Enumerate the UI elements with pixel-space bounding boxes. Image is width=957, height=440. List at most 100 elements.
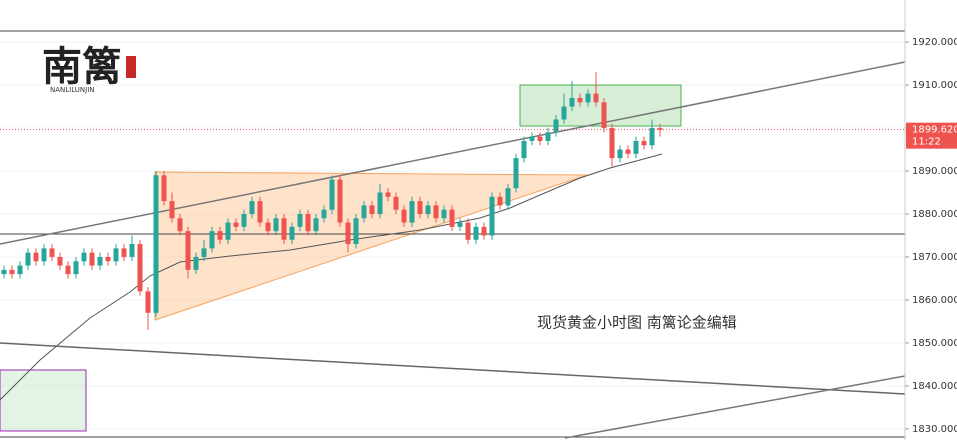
candle-body: [201, 248, 207, 257]
candle-body: [145, 291, 151, 313]
candle-body: [185, 231, 191, 270]
candle-body: [345, 222, 351, 245]
candle-body: [97, 256, 103, 266]
y-tick-label: 1830.000: [912, 424, 957, 435]
candle-body: [177, 218, 183, 232]
range-box: [0, 369, 87, 432]
trend-line: [0, 342, 906, 395]
candle-body: [233, 222, 239, 227]
candle-body: [361, 205, 367, 219]
candle-body: [297, 213, 303, 227]
y-tick-label: 1840.000: [912, 381, 957, 392]
candle-body: [305, 213, 311, 232]
candle-body: [513, 158, 519, 189]
candle-body: [417, 201, 423, 214]
candle-body: [577, 97, 583, 103]
candle-body: [129, 244, 135, 257]
last-price-box: [906, 122, 957, 149]
candle-body: [265, 222, 271, 232]
candle-body: [641, 140, 647, 146]
y-tick-label: 1890.000: [912, 166, 957, 177]
candle-body: [113, 248, 119, 262]
candle-body: [545, 132, 551, 141]
candle-body: [321, 209, 327, 219]
candle-body: [561, 106, 567, 120]
candle-body: [1, 269, 7, 275]
candle-body: [457, 222, 463, 227]
candle-body: [481, 226, 487, 236]
candle-body: [313, 218, 319, 232]
candle-body: [105, 256, 111, 262]
candle-body: [121, 248, 127, 257]
candle-body: [473, 226, 479, 240]
trend-line: [564, 375, 906, 439]
candle-body: [289, 226, 295, 240]
candle-body: [465, 222, 471, 240]
candle-body: [329, 179, 335, 210]
candle-body: [137, 244, 143, 292]
candle-body: [393, 196, 399, 210]
candle-body: [521, 140, 527, 159]
candle-body: [33, 252, 39, 262]
logo-seal: [126, 56, 136, 78]
logo-title: 南篱: [42, 43, 122, 90]
candle-body: [337, 179, 343, 223]
y-tick-label: 1880.000: [912, 209, 957, 220]
candle-body: [385, 192, 391, 197]
candle-body: [281, 218, 287, 240]
candle-body: [209, 231, 215, 249]
candle-body: [609, 128, 615, 159]
candle-body: [17, 265, 23, 275]
candle-body: [353, 218, 359, 245]
candle-body: [585, 93, 591, 103]
candle-body: [161, 175, 167, 202]
countdown: 11:22: [912, 137, 941, 148]
annotation: 现货黄金小时图 南篱论金编辑: [537, 314, 737, 332]
candle-body: [433, 205, 439, 219]
candle-body: [449, 209, 455, 227]
candle-body: [617, 149, 623, 159]
candle-body: [625, 149, 631, 154]
candle-body: [225, 222, 231, 240]
candle-body: [377, 192, 383, 214]
last-price-label: 1899.620: [912, 125, 957, 136]
candle-body: [569, 97, 575, 107]
candle-body: [401, 209, 407, 223]
candle-body: [489, 196, 495, 236]
y-tick-label: 1850.000: [912, 338, 957, 349]
candle-body: [257, 201, 263, 223]
candle-body: [409, 201, 415, 223]
candle-body: [65, 265, 71, 275]
candle-body: [529, 136, 535, 141]
candle-body: [193, 256, 199, 270]
candle-body: [41, 248, 47, 262]
candle-body: [273, 218, 279, 232]
candle-body: [249, 201, 255, 214]
candle-body: [369, 205, 375, 214]
candle-body: [9, 269, 15, 275]
candle-body: [601, 102, 607, 129]
candle-body: [553, 119, 559, 133]
candle-body: [633, 140, 639, 154]
candle-body: [537, 136, 543, 141]
trend-line: [0, 61, 906, 245]
candle-body: [441, 209, 447, 219]
y-tick-label: 1860.000: [912, 295, 957, 306]
candle-body: [649, 128, 655, 146]
candle-body: [153, 175, 159, 313]
candle-body: [657, 128, 663, 130]
candles: [1, 72, 663, 330]
candle-body: [217, 231, 223, 240]
candle-body: [57, 256, 63, 266]
candle-body: [73, 261, 79, 275]
logo-subtitle: NANLILUNJIN: [50, 86, 95, 94]
candle-body: [425, 205, 431, 214]
candle-body: [81, 252, 87, 262]
candle-body: [169, 201, 175, 219]
y-tick-label: 1920.000: [912, 37, 957, 48]
candle-body: [505, 188, 511, 206]
candle-body: [497, 196, 503, 206]
candle-body: [593, 93, 599, 103]
